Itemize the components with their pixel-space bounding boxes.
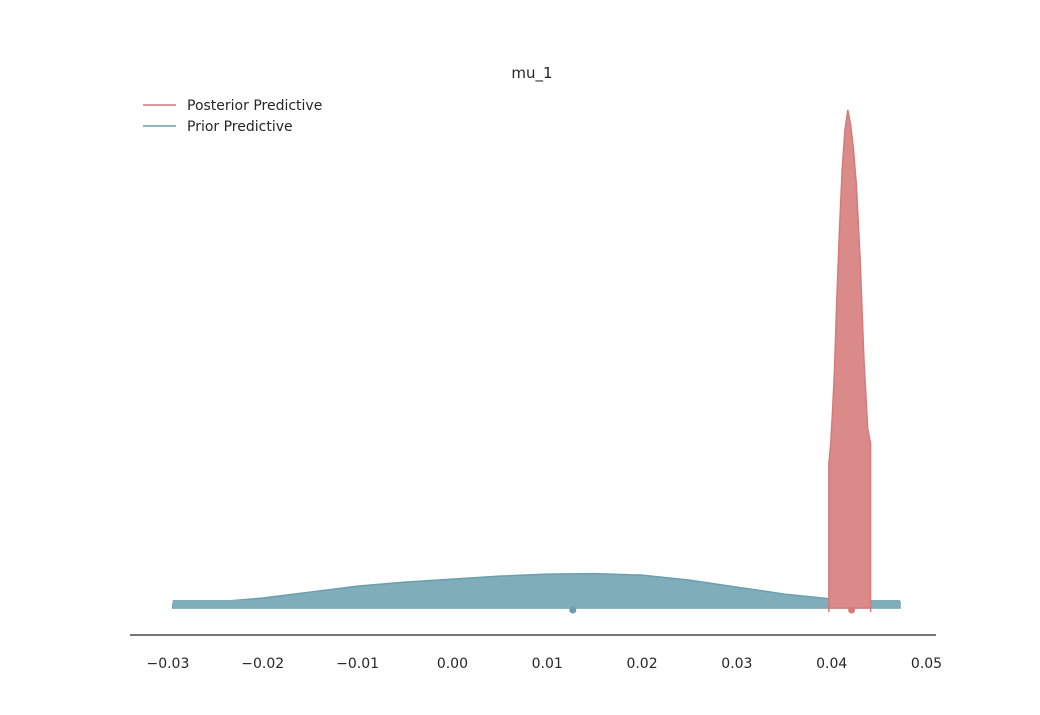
- prior-base-band: [172, 600, 900, 608]
- prior-point-estimate: [569, 606, 577, 614]
- posterior-density-area: [828, 109, 872, 609]
- plot-area: [171, 109, 901, 614]
- posterior-point-estimate: [848, 606, 856, 614]
- x-tick-label: −0.01: [336, 656, 379, 672]
- chart-title: mu_1: [511, 64, 552, 83]
- x-axis-ticks: −0.03 −0.02 −0.01 0.00 0.01 0.02 0.03 0.04 0.05: [146, 656, 942, 672]
- x-tick-label: 0.01: [532, 656, 563, 672]
- legend-label-posterior: Posterior Predictive: [187, 98, 322, 114]
- legend: Posterior Predictive Prior Predictive: [143, 98, 322, 135]
- x-tick-label: −0.03: [146, 656, 189, 672]
- legend-label-prior: Prior Predictive: [187, 119, 293, 135]
- x-tick-label: 0.03: [721, 656, 752, 672]
- x-tick-label: 0.00: [437, 656, 468, 672]
- x-tick-label: 0.04: [816, 656, 847, 672]
- x-tick-label: −0.02: [241, 656, 284, 672]
- x-tick-label: 0.02: [626, 656, 657, 672]
- x-tick-label: 0.05: [911, 656, 942, 672]
